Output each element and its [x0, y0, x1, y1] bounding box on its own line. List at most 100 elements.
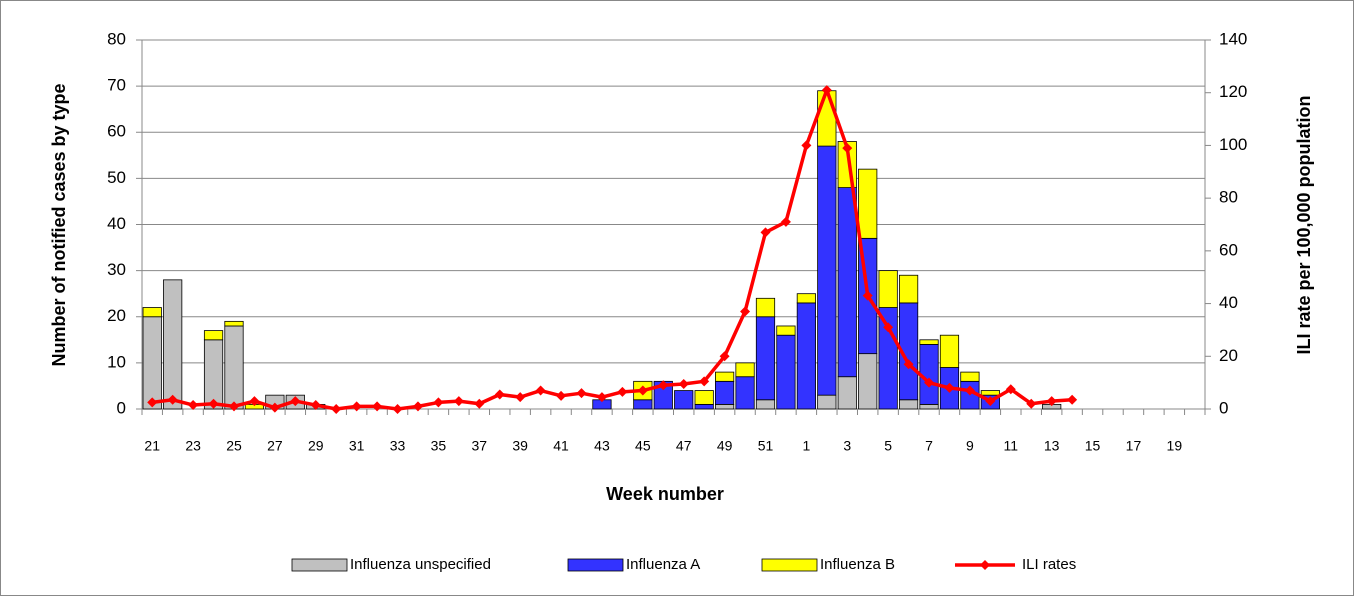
ili-marker [208, 398, 219, 409]
x-tick-label: 39 [512, 438, 528, 454]
x-tick-label: 37 [472, 438, 488, 454]
bar-segment [694, 403, 714, 410]
bar-segment [755, 297, 776, 318]
bar-segment [755, 399, 776, 410]
bar-segment [776, 334, 796, 410]
x-tick-label: 49 [717, 438, 733, 454]
y-tick-label: 0 [117, 398, 126, 417]
ili-marker [678, 378, 689, 389]
bar-segment [674, 390, 694, 410]
ili-marker [290, 396, 301, 407]
ili-marker [780, 216, 791, 227]
bar-segment [919, 344, 939, 405]
bar-segment [796, 302, 816, 410]
y-tick-label: 10 [107, 352, 126, 371]
ili-marker [658, 380, 669, 391]
x-tick-label: 19 [1167, 438, 1183, 454]
legend-marker [980, 560, 990, 570]
x-tick-label: 45 [635, 438, 651, 454]
bar-segment [715, 371, 735, 382]
ili-line [151, 88, 1073, 411]
x-tick-label: 1 [802, 438, 810, 454]
legend-swatch [291, 558, 348, 572]
bar-segment [878, 270, 898, 308]
legend-label: Influenza A [626, 556, 700, 573]
ili-marker [719, 351, 730, 362]
legend-swatch [567, 558, 624, 572]
ili-marker [494, 389, 505, 400]
y2-tick-label: 80 [1219, 188, 1238, 207]
bar-segment [837, 187, 857, 378]
ili-marker [1026, 398, 1037, 409]
y-tick-label: 40 [107, 214, 126, 233]
bar-segment [203, 339, 224, 410]
x-tick-label: 43 [594, 438, 610, 454]
ili-marker [903, 359, 914, 370]
x-tick-label: 33 [390, 438, 406, 454]
ili-marker [351, 401, 362, 412]
ili-marker [228, 401, 239, 412]
bar-segment [939, 334, 960, 368]
x-axis-title: Week number [606, 484, 724, 504]
x-tick-label: 3 [843, 438, 851, 454]
ili-marker [760, 227, 771, 238]
ili-marker [821, 85, 832, 96]
ili-marker [699, 376, 710, 387]
ili-marker [372, 401, 383, 412]
y2-tick-label: 140 [1219, 29, 1247, 48]
legend-swatch [761, 558, 818, 572]
x-tick-label: 25 [226, 438, 242, 454]
bar-segment [898, 399, 919, 410]
ili-marker [147, 397, 158, 408]
ili-marker [1005, 384, 1016, 395]
bar-segment [817, 394, 837, 410]
ili-marker [392, 404, 403, 414]
ili-marker [535, 385, 546, 396]
ili-marker [188, 400, 199, 411]
ili-marker [167, 394, 178, 405]
x-tick-label: 31 [349, 438, 365, 454]
ili-marker [556, 390, 567, 401]
y-axis-title: Number of notified cases by type [49, 83, 69, 366]
x-tick-label: 9 [966, 438, 974, 454]
y2-tick-label: 100 [1219, 135, 1247, 154]
x-tick-label: 21 [144, 438, 160, 454]
y-tick-label: 70 [107, 76, 126, 95]
x-tick-label: 29 [308, 438, 324, 454]
ili-marker [985, 396, 996, 407]
y-tick-label: 50 [107, 168, 126, 187]
bar-segment [142, 316, 162, 410]
x-tick-label: 15 [1085, 438, 1101, 454]
ili-marker [1046, 396, 1057, 407]
ili-marker [515, 392, 526, 403]
ili-marker [964, 385, 975, 396]
bar-segment [633, 399, 653, 410]
ili-marker [617, 386, 628, 397]
x-tick-label: 13 [1044, 438, 1060, 454]
ili-marker [883, 322, 894, 333]
ili-marker [474, 398, 485, 409]
ili-marker [331, 404, 342, 414]
ili-marker [637, 385, 648, 396]
y2-tick-label: 20 [1219, 346, 1238, 365]
bar-segment [919, 403, 939, 410]
ili-marker [576, 388, 587, 399]
y2-axis-title: ILI rate per 100,000 population [1294, 95, 1314, 354]
legend-label: Influenza B [820, 556, 895, 573]
y2-tick-label: 120 [1219, 82, 1247, 101]
ili-marker [801, 140, 812, 151]
x-tick-label: 51 [758, 438, 774, 454]
ili-marker [596, 392, 607, 403]
ili-marker [433, 397, 444, 408]
ili-marker [862, 290, 873, 301]
x-tick-label: 17 [1126, 438, 1142, 454]
x-tick-label: 7 [925, 438, 933, 454]
bar-segment [694, 390, 714, 405]
bar-segment [817, 90, 837, 147]
legend-label: ILI rates [1022, 556, 1076, 573]
bar-segment [715, 380, 735, 405]
bar-segment [776, 325, 796, 336]
ili-marker [944, 382, 955, 393]
